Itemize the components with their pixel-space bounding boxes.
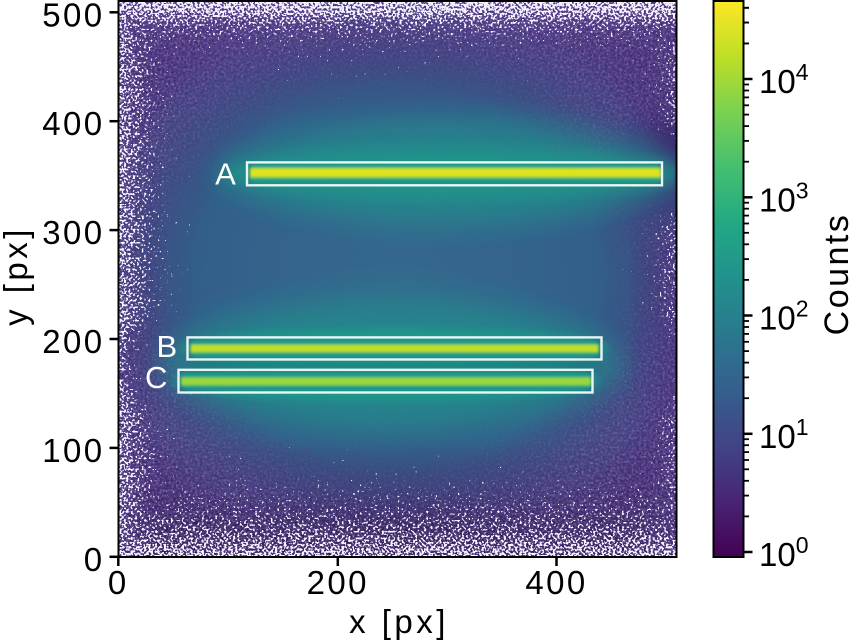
svg-text:B: B [156, 329, 177, 364]
svg-text:200: 200 [42, 323, 104, 360]
svg-text:0: 0 [84, 541, 105, 578]
svg-text:A: A [215, 157, 236, 192]
svg-text:400: 400 [42, 105, 104, 142]
svg-text:400: 400 [525, 564, 587, 601]
svg-text:103: 103 [759, 177, 809, 218]
svg-text:Counts: Counts [818, 213, 850, 336]
svg-text:x [px]: x [px] [349, 603, 449, 640]
svg-text:300: 300 [42, 214, 104, 251]
svg-text:200: 200 [307, 564, 369, 601]
svg-text:y [px]: y [px] [0, 226, 34, 326]
svg-text:100: 100 [759, 532, 809, 573]
svg-text:C: C [145, 360, 167, 395]
svg-text:100: 100 [42, 432, 104, 469]
svg-text:500: 500 [42, 0, 104, 33]
svg-text:0: 0 [108, 564, 129, 601]
